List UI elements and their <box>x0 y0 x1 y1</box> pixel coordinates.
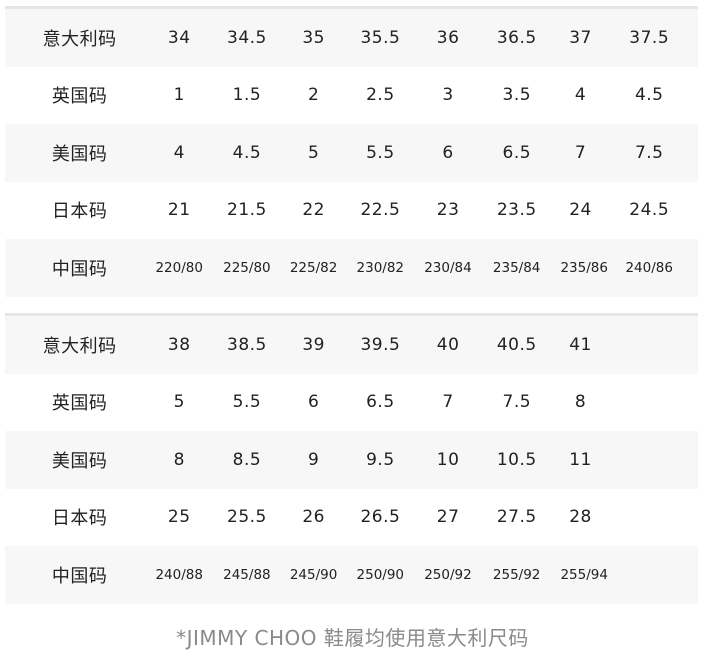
size-cell: 23 <box>436 200 460 221</box>
row-label: 意大利码 <box>42 335 117 357</box>
size-cell: 38 <box>167 334 191 355</box>
size-cell: 26 <box>302 507 325 528</box>
size-cell: 21 <box>167 200 191 221</box>
size-cell: 2.5 <box>366 85 395 106</box>
size-cell: 7 <box>442 392 454 413</box>
size-cell: 8 <box>574 392 587 413</box>
size-cell: 11 <box>569 449 592 470</box>
size-cell: 39.5 <box>360 334 401 355</box>
china-size-row: 中国码 220/80 225/80 225/82 230/82 230/84 235/84 2… <box>5 239 698 297</box>
china-size-row: 中国码 240/88 245/88 245/90 250/90 250/92 255/92 2… <box>5 546 698 604</box>
size-cell: 5.5 <box>232 392 262 413</box>
size-cell: 37.5 <box>629 27 670 48</box>
size-cell: 3 <box>442 85 454 106</box>
row-label: 中国码 <box>51 565 108 587</box>
size-cell: 39 <box>302 334 325 355</box>
size-cell: 255/92 <box>492 566 541 583</box>
size-cell: 27 <box>436 507 460 528</box>
size-cell: 41 <box>569 334 592 355</box>
size-cell: 225/80 <box>223 259 271 276</box>
size-cell: 36 <box>436 27 460 48</box>
size-cell: 255/94 <box>560 566 608 583</box>
size-cell: 6.5 <box>366 392 395 413</box>
size-cell: 10 <box>436 449 460 470</box>
size-cell: 245/90 <box>289 566 338 583</box>
size-cell: 4 <box>574 85 587 106</box>
size-cell: 21.5 <box>227 200 267 221</box>
footer-note: *JIMMY CHOO 鞋履均使用意大利尺码 <box>176 626 529 650</box>
size-cell: 6 <box>442 142 454 163</box>
size-cell: 230/82 <box>356 259 405 276</box>
row-label: 中国码 <box>51 258 108 280</box>
italian-size-row: 意大利码 38 38.5 39 39.5 40 40.5 41 <box>5 316 698 374</box>
size-cell: 22 <box>302 200 325 221</box>
italian-size-row: 意大利码 34 34.5 35 35.5 36 36.5 37 37.5 <box>5 9 698 67</box>
size-cell: 23.5 <box>496 200 537 221</box>
size-cell: 36.5 <box>496 27 537 48</box>
size-cell: 24 <box>569 200 592 221</box>
size-cell: 34.5 <box>227 27 267 48</box>
size-cell: 5 <box>308 142 320 163</box>
size-cell: 40.5 <box>496 334 537 355</box>
row-label: 意大利码 <box>42 28 117 50</box>
uk-size-row: 英国码 1 1.5 2 2.5 3 3.5 4 4.5 <box>5 67 698 125</box>
size-table-1: 意大利码 34 34.5 35 35.5 36 36.5 37 37.5 英国码 1 1.5 2 2.5 3… <box>5 6 698 297</box>
size-cell: 26.5 <box>360 507 401 528</box>
size-cell: 230/84 <box>424 259 472 276</box>
row-label: 英国码 <box>51 393 108 415</box>
japan-size-row: 日本码 25 25.5 26 26.5 27 27.5 28 <box>5 489 698 547</box>
size-cell: 250/90 <box>356 566 405 583</box>
size-cell: 3.5 <box>502 85 532 106</box>
size-cell: 4.5 <box>634 85 664 106</box>
size-cell: 37 <box>569 27 592 48</box>
size-cell: 250/92 <box>424 566 472 583</box>
size-cell: 5 <box>173 392 185 413</box>
size-cell: 8.5 <box>232 449 262 470</box>
size-cell: 27.5 <box>496 507 537 528</box>
size-cell: 240/86 <box>625 259 673 276</box>
size-cell: 225/82 <box>289 259 338 276</box>
size-cell: 2 <box>308 85 320 106</box>
size-cell: 9 <box>308 449 320 470</box>
size-cell: 25 <box>167 507 191 528</box>
size-cell: 235/84 <box>492 259 541 276</box>
size-cell: 6.5 <box>502 142 532 163</box>
size-cell: 7 <box>574 142 587 163</box>
japan-size-row: 日本码 21 21.5 22 22.5 23 23.5 24 24.5 <box>5 182 698 240</box>
row-label: 美国码 <box>51 143 108 165</box>
row-label: 美国码 <box>51 450 108 472</box>
size-cell: 8 <box>173 449 185 470</box>
size-cell: 24.5 <box>629 200 670 221</box>
us-size-row: 美国码 4 4.5 5 5.5 6 6.5 7 7.5 <box>5 124 698 182</box>
size-cell: 10.5 <box>496 449 537 470</box>
size-cell: 4.5 <box>232 142 262 163</box>
row-label: 日本码 <box>51 201 108 223</box>
size-cell: 1 <box>173 85 185 106</box>
us-size-row: 美国码 8 8.5 9 9.5 10 10.5 11 <box>5 431 698 489</box>
size-cell: 4 <box>173 142 185 163</box>
size-cell: 35.5 <box>360 27 401 48</box>
size-cell: 35 <box>302 27 325 48</box>
size-cell: 38.5 <box>227 334 267 355</box>
size-cell: 40 <box>436 334 460 355</box>
size-cell: 34 <box>167 27 191 48</box>
size-cell: 7.5 <box>502 392 532 413</box>
size-cell: 7.5 <box>634 142 664 163</box>
uk-size-row: 英国码 5 5.5 6 6.5 7 7.5 8 <box>5 374 698 432</box>
row-label: 英国码 <box>51 86 108 108</box>
size-cell: 9.5 <box>366 449 395 470</box>
size-cell: 5.5 <box>366 142 395 163</box>
size-cell: 240/88 <box>155 566 203 583</box>
row-label: 日本码 <box>51 508 108 530</box>
size-cell: 22.5 <box>360 200 401 221</box>
size-cell: 1.5 <box>232 85 262 106</box>
size-cell: 235/86 <box>560 259 608 276</box>
size-cell: 28 <box>569 507 592 528</box>
size-table-2: 意大利码 38 38.5 39 39.5 40 40.5 41 英国码 5 5.5 6 6.5 7 7.5 8… <box>5 313 698 604</box>
size-cell: 245/88 <box>223 566 271 583</box>
size-cell: 220/80 <box>155 259 203 276</box>
size-cell: 6 <box>308 392 320 413</box>
size-cell: 25.5 <box>227 507 267 528</box>
